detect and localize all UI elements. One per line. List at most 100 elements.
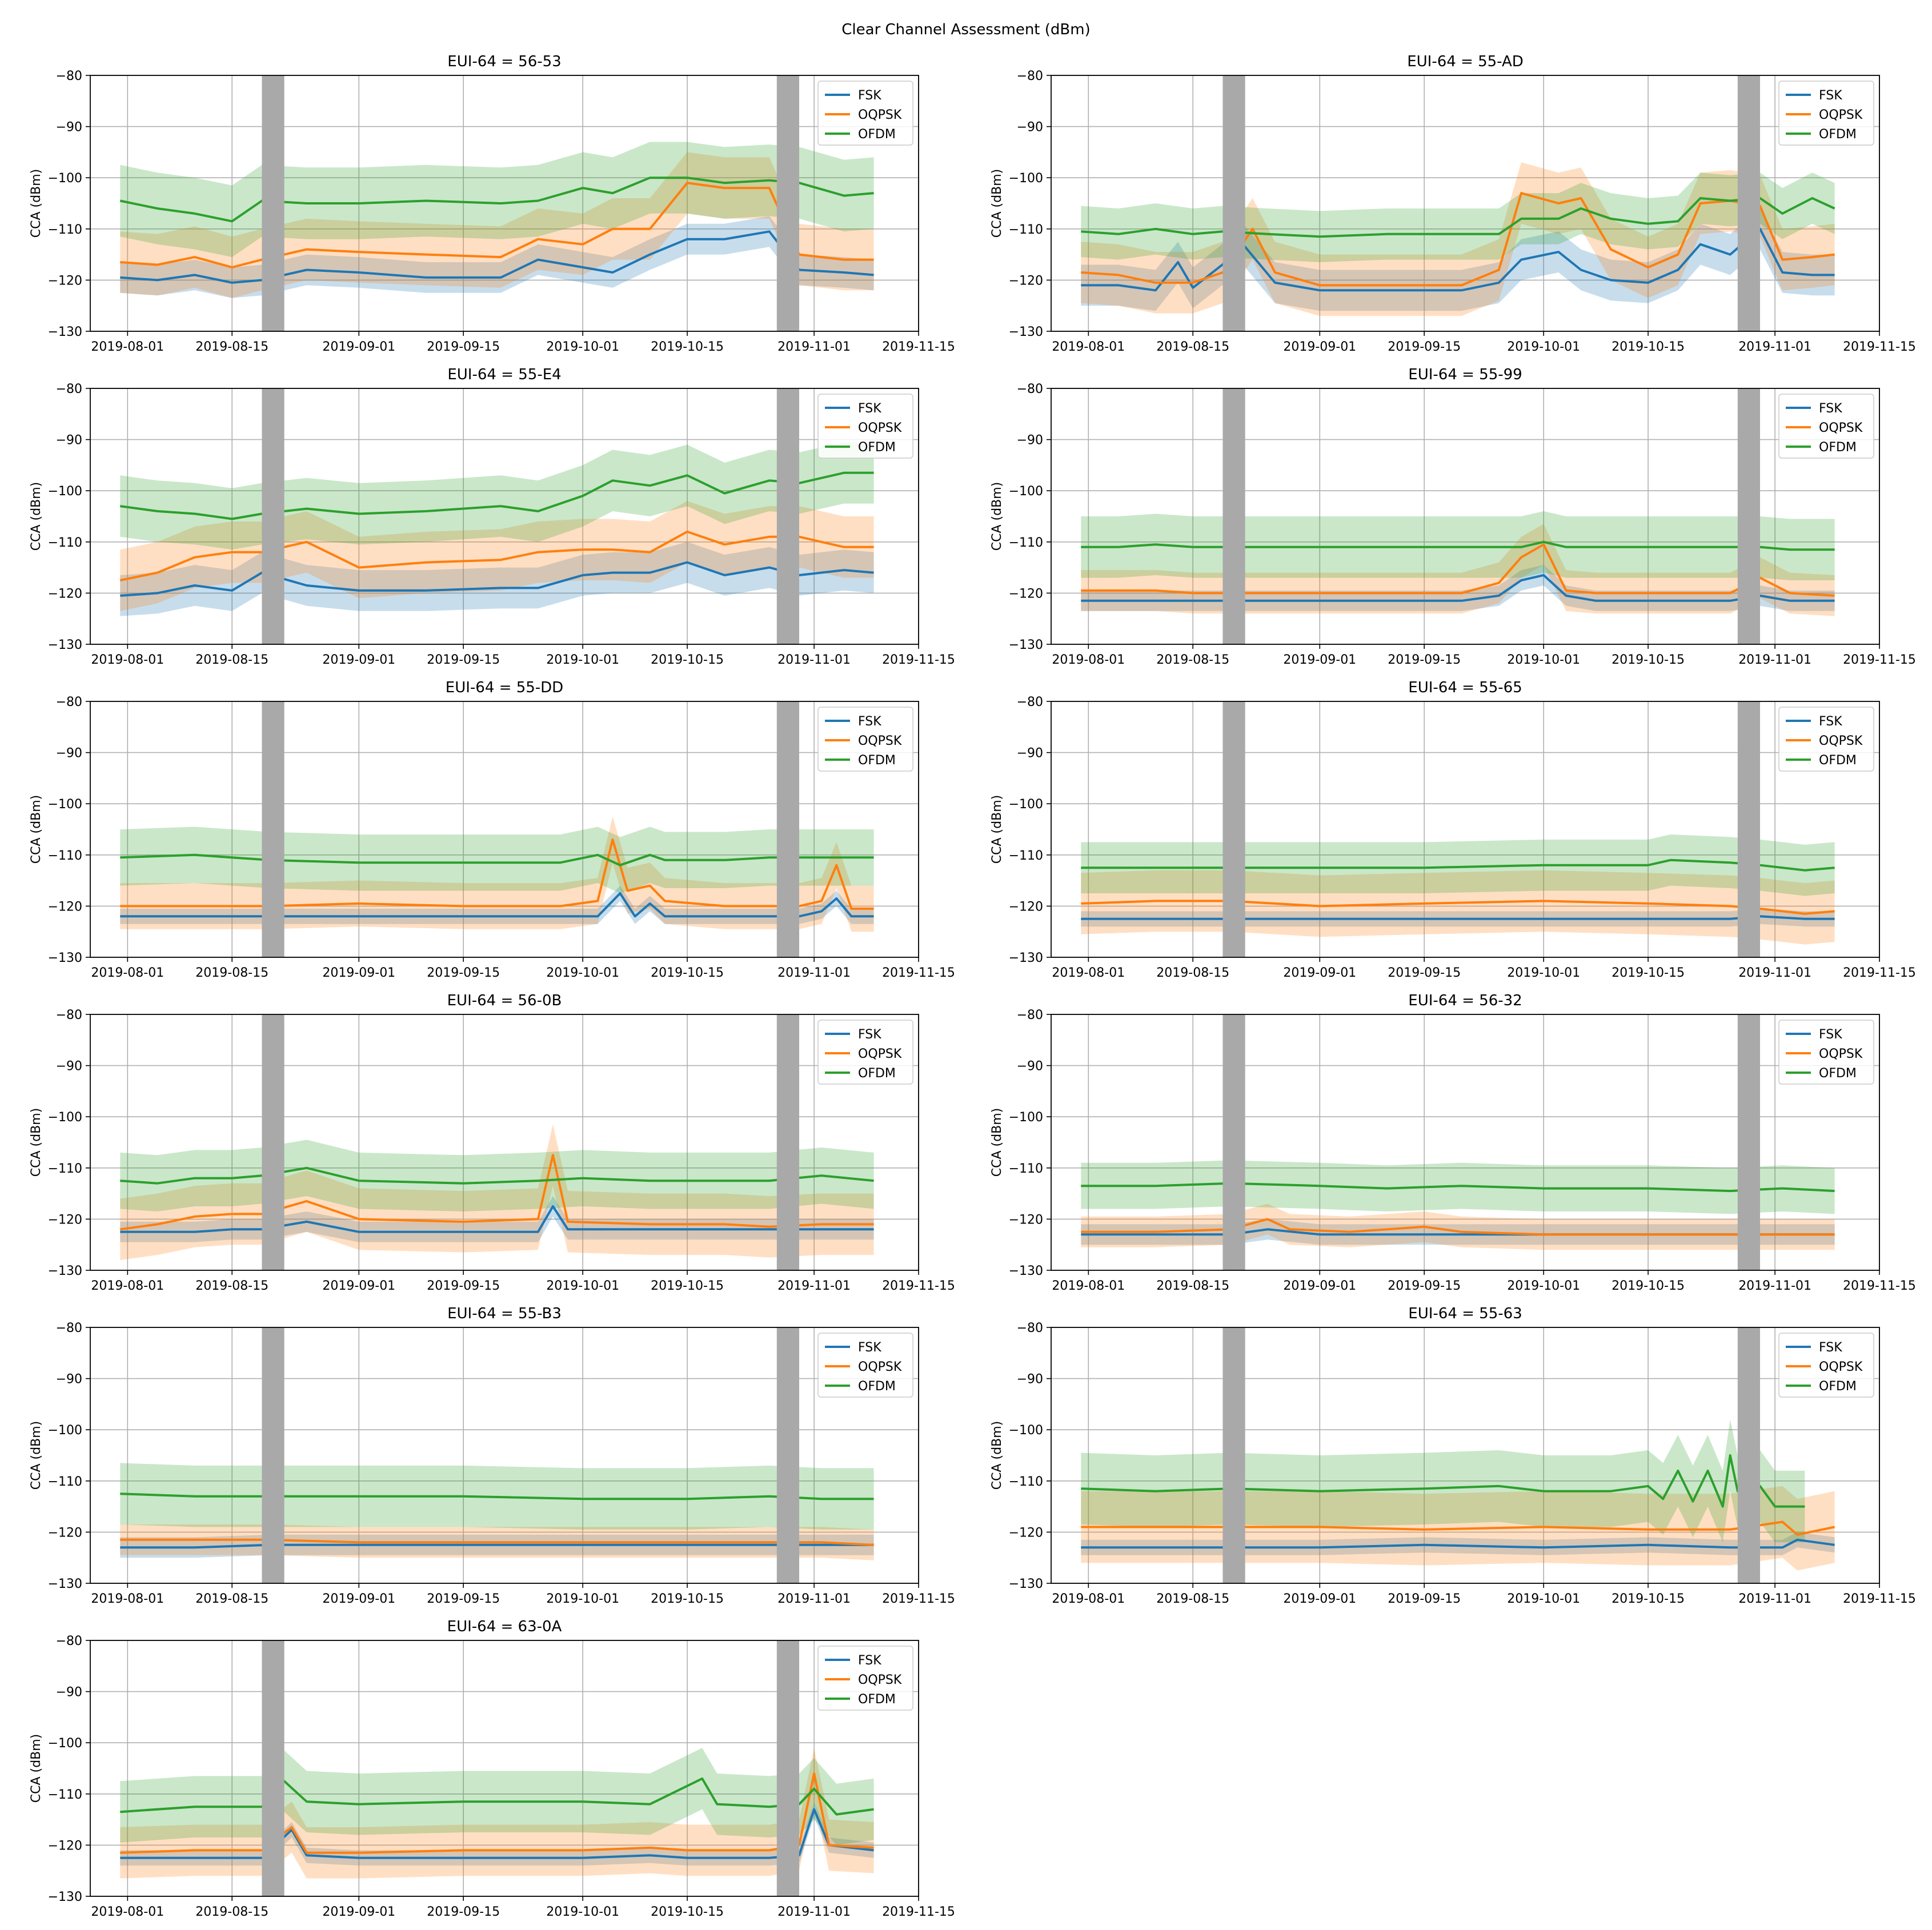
legend-label: OQPSK — [858, 1047, 902, 1061]
legend-box — [1778, 1333, 1874, 1398]
legend-label: FSK — [1819, 1341, 1842, 1355]
legend-box — [817, 1646, 913, 1711]
y-tick-label: −80 — [1017, 382, 1043, 396]
y-axis-label: CCA (dBm) — [990, 169, 1004, 238]
legend-label: OQPSK — [858, 421, 902, 435]
y-tick-label: −80 — [1017, 69, 1043, 83]
y-tick-label: −120 — [48, 900, 82, 914]
x-tick-label: 2019-10-15 — [1612, 1592, 1685, 1606]
x-tick-label: 2019-10-15 — [1612, 966, 1685, 980]
legend-box — [1778, 394, 1874, 459]
x-tick-label: 2019-10-01 — [1507, 966, 1580, 980]
legend-label: FSK — [1819, 89, 1842, 103]
x-tick-label: 2019-09-15 — [427, 1905, 500, 1919]
y-tick-label: −110 — [48, 536, 82, 550]
legend: FSK OQPSK OFDM — [817, 1646, 913, 1711]
legend-label: FSK — [858, 715, 881, 729]
missing-data-span — [1222, 388, 1245, 644]
x-tick-label: 2019-10-01 — [546, 1279, 619, 1293]
x-tick-label: 2019-09-15 — [1388, 1279, 1461, 1293]
y-tick-label: −90 — [56, 747, 82, 761]
y-tick-label: −110 — [48, 1788, 82, 1802]
subplot: EUI-64 = 56-53 CCA (dBm) −80 −90 −100 −110 −12… — [29, 53, 955, 354]
y-tick-label: −80 — [56, 1008, 82, 1022]
x-tick-label: 2019-11-15 — [882, 966, 955, 980]
axes-frame — [90, 388, 919, 645]
band-oqpsk — [120, 152, 874, 298]
x-tick-label: 2019-10-01 — [1507, 1592, 1580, 1606]
band-oqpsk — [120, 1748, 874, 1879]
y-tick-label: −120 — [1009, 274, 1043, 288]
legend: FSK OQPSK OFDM — [1778, 707, 1874, 772]
x-tick-label: 2019-11-15 — [882, 1905, 955, 1919]
legend-label: OFDM — [1819, 127, 1857, 142]
y-tick-label: −90 — [1017, 121, 1043, 135]
line-ofdm — [120, 1166, 874, 1185]
y-tick-label: −100 — [48, 1110, 82, 1125]
y-tick-label: −110 — [1009, 849, 1043, 863]
legend-label: OFDM — [1819, 440, 1857, 455]
x-tick-label: 2019-10-01 — [546, 1592, 619, 1606]
y-tick-label: −110 — [1009, 536, 1043, 550]
axes-frame — [90, 1327, 919, 1584]
x-tick-label: 2019-11-01 — [777, 1905, 851, 1919]
line-fsk — [120, 561, 874, 597]
y-tick-label: −130 — [48, 1577, 82, 1591]
x-tick-label: 2019-10-01 — [546, 966, 619, 980]
y-tick-label: −100 — [48, 1736, 82, 1751]
x-tick-label: 2019-10-15 — [651, 1592, 724, 1606]
subplot-title: EUI-64 = 56-53 — [447, 53, 561, 70]
band-fsk — [120, 1196, 874, 1242]
band-oqpsk — [1081, 870, 1835, 945]
y-tick-label: −80 — [1017, 695, 1043, 709]
legend-box — [1778, 707, 1874, 772]
subplot: EUI-64 = 55-63 CCA (dBm) −80 −90 −100 −110 −12… — [990, 1305, 1916, 1606]
legend-label: OQPSK — [1819, 108, 1863, 122]
x-tick-label: 2019-10-15 — [651, 966, 724, 980]
band-oqpsk — [120, 501, 874, 611]
band-fsk — [120, 885, 874, 924]
legend-label: FSK — [858, 89, 881, 103]
subplot: EUI-64 = 55-B3 CCA (dBm) −80 −90 −100 −110 −12… — [29, 1305, 955, 1606]
line-fsk — [120, 1205, 874, 1233]
band-fsk — [1081, 908, 1835, 927]
legend: FSK OQPSK OFDM — [817, 1020, 913, 1085]
legend-label: OFDM — [1819, 1379, 1857, 1394]
x-tick-label: 2019-09-15 — [427, 340, 500, 354]
legend-box — [817, 707, 913, 772]
x-tick-label: 2019-09-01 — [1283, 653, 1356, 667]
band-fsk — [1081, 1532, 1835, 1555]
missing-data-span — [776, 1327, 799, 1583]
legend: FSK OQPSK OFDM — [817, 81, 913, 146]
missing-data-span — [1222, 75, 1245, 331]
line-fsk — [1081, 915, 1835, 920]
axes-frame — [90, 75, 919, 332]
x-tick-label: 2019-11-01 — [777, 1279, 851, 1293]
x-tick-label: 2019-08-15 — [195, 966, 268, 980]
subplot-title: EUI-64 = 55-DD — [446, 679, 563, 696]
x-tick-label: 2019-11-15 — [1843, 1592, 1916, 1606]
band-ofdm — [120, 826, 874, 893]
band-oqpsk — [1081, 1203, 1835, 1250]
x-tick-label: 2019-11-15 — [882, 340, 955, 354]
y-tick-label: −120 — [1009, 1526, 1043, 1540]
legend: FSK OQPSK OFDM — [1778, 1020, 1874, 1085]
line-oqpsk — [1081, 543, 1835, 597]
y-tick-label: −120 — [48, 274, 82, 288]
x-tick-label: 2019-09-15 — [427, 1592, 500, 1606]
missing-data-span — [262, 75, 284, 331]
axes-frame — [1051, 75, 1880, 332]
y-tick-label: −120 — [48, 587, 82, 601]
x-tick-label: 2019-11-01 — [777, 653, 851, 667]
x-tick-label: 2019-09-15 — [427, 1279, 500, 1293]
subplot-title: EUI-64 = 56-0B — [447, 992, 562, 1009]
x-tick-label: 2019-11-01 — [1738, 653, 1811, 667]
legend-label: FSK — [1819, 402, 1842, 416]
x-tick-label: 2019-09-01 — [1283, 340, 1356, 354]
x-tick-label: 2019-09-01 — [322, 653, 395, 667]
y-tick-label: −100 — [1009, 484, 1043, 499]
legend-label: FSK — [858, 402, 881, 416]
y-axis-label: CCA (dBm) — [990, 1421, 1004, 1490]
x-tick-label: 2019-10-01 — [1507, 653, 1580, 667]
